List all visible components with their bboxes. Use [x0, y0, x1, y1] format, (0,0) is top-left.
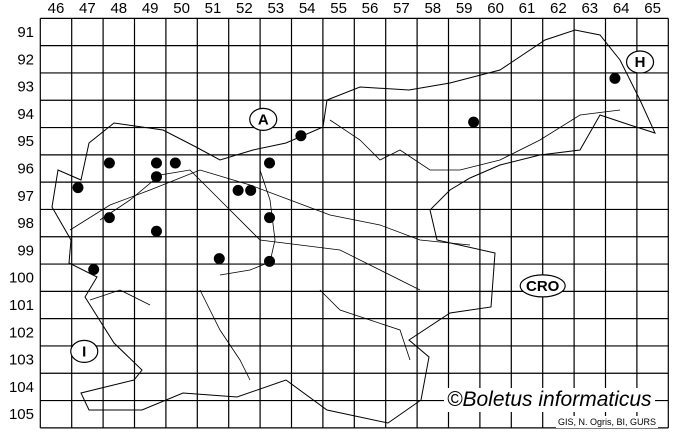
column-label: 58 [424, 0, 441, 17]
row-label: 101 [9, 297, 34, 314]
country-label: CRO [519, 274, 566, 298]
occurrence-dot [169, 157, 181, 169]
occurrence-dot [232, 184, 244, 196]
row-label: 99 [17, 242, 34, 259]
row-label: 96 [17, 161, 34, 178]
row-label: 103 [9, 352, 34, 369]
row-label: 94 [17, 106, 34, 123]
occurrence-dot [103, 212, 115, 224]
svg-text:CRO: CRO [526, 278, 560, 295]
occurrence-dot [72, 182, 84, 194]
country-label: I [70, 339, 99, 364]
column-label: 52 [236, 0, 253, 17]
occurrence-dot [103, 157, 115, 169]
column-label: 62 [550, 0, 567, 17]
row-label: 104 [9, 379, 34, 396]
column-label: 63 [581, 0, 598, 17]
column-label: 64 [613, 0, 630, 17]
column-label: 59 [456, 0, 473, 17]
column-label: 65 [644, 0, 661, 17]
occurrence-dot [295, 130, 307, 142]
column-label: 55 [330, 0, 347, 17]
svg-text:H: H [635, 54, 646, 71]
occurrence-dot [468, 116, 480, 128]
occurrence-dots [72, 72, 621, 276]
row-label: 97 [17, 188, 34, 205]
occurrence-dot [150, 225, 162, 237]
country-label: A [249, 107, 278, 131]
column-label: 56 [362, 0, 379, 17]
svg-text:I: I [82, 343, 86, 360]
row-label: 91 [17, 24, 34, 41]
occurrence-dot [150, 171, 162, 183]
data-source: GIS, N. Ogris, BI, GURS [556, 416, 659, 428]
row-label: 95 [17, 133, 34, 150]
column-label: 46 [48, 0, 65, 17]
column-label: 61 [519, 0, 536, 17]
row-label: 92 [17, 51, 34, 68]
row-label: 93 [17, 79, 34, 96]
occurrence-dot [213, 253, 225, 265]
occurrence-dot [245, 184, 257, 196]
copyright-credit: ©Boletus informaticus [444, 388, 655, 412]
occurrence-dot [88, 264, 100, 276]
row-label: 100 [9, 270, 34, 287]
occurrence-dot [264, 212, 276, 224]
occurrence-dot [150, 157, 162, 169]
column-label: 60 [487, 0, 504, 17]
occurrence-dot [264, 255, 276, 267]
column-label: 57 [393, 0, 410, 17]
grid [39, 17, 669, 429]
svg-text:A: A [258, 111, 269, 128]
column-label: 54 [299, 0, 316, 17]
column-label: 47 [79, 0, 96, 17]
rivers [69, 109, 621, 381]
row-label: 102 [9, 324, 34, 341]
column-label: 50 [173, 0, 190, 17]
row-label: 98 [17, 215, 34, 232]
occurrence-dot [264, 157, 276, 169]
column-label: 53 [267, 0, 284, 17]
occurrence-dot [609, 72, 621, 84]
country-border [51, 29, 656, 424]
row-label: 105 [9, 406, 34, 423]
column-label: 49 [142, 0, 159, 17]
country-label: H [625, 50, 655, 74]
column-label: 48 [110, 0, 127, 17]
column-label: 51 [205, 0, 222, 17]
